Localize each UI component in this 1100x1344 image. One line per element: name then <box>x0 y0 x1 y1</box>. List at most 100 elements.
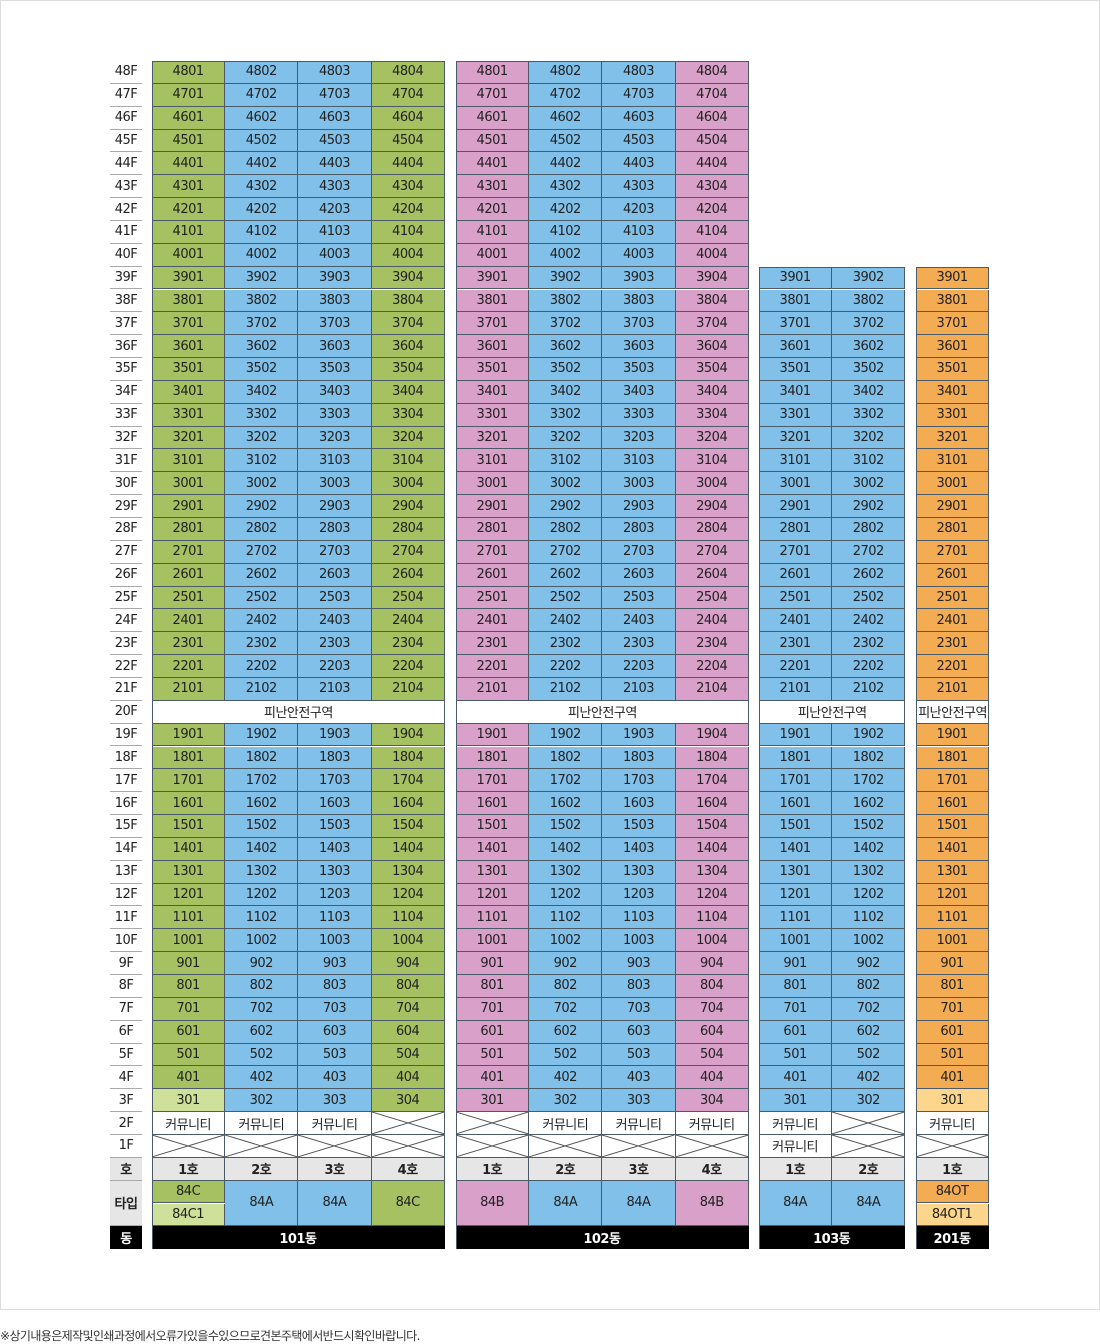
unit-cell: 3802 <box>225 289 299 313</box>
unit-cell: 3004 <box>371 472 445 496</box>
unit-cell: 1902 <box>832 723 906 747</box>
unit-cell: 1404 <box>675 837 749 861</box>
unit-cell: 1104 <box>675 906 749 930</box>
unit-cell: 801 <box>456 975 530 998</box>
community-cell: 커뮤니티 <box>152 1112 226 1135</box>
unit-cell: 1301 <box>916 860 990 884</box>
floor-label: 16F <box>110 792 142 816</box>
unit-cell: 1004 <box>371 929 445 953</box>
unit-cell: 1204 <box>371 883 445 907</box>
unit-cell: 2104 <box>675 677 749 701</box>
unit-cell: 801 <box>916 975 990 998</box>
unit-cell: 403 <box>298 1066 372 1090</box>
unit-cell: 1102 <box>529 906 603 930</box>
unit-cell: 3304 <box>675 403 749 427</box>
unit-cell: 401 <box>759 1066 833 1090</box>
unit-cell: 904 <box>371 952 445 975</box>
floor-label: 8F <box>110 975 142 998</box>
unit-cell: 4703 <box>298 83 372 107</box>
blocked-cell <box>916 1134 990 1158</box>
unit-cell: 3503 <box>602 358 676 381</box>
unit-cell: 3604 <box>675 335 749 359</box>
building-header: 동 <box>110 1226 142 1250</box>
unit-type: 84A <box>529 1180 603 1227</box>
unit-cell: 1202 <box>225 883 299 907</box>
unit-cell: 3102 <box>529 449 603 473</box>
unit-cell: 1401 <box>456 837 530 861</box>
unit-cell: 502 <box>832 1043 906 1067</box>
floor-label: 15F <box>110 815 142 838</box>
unit-cell: 702 <box>832 997 906 1021</box>
unit-cell: 3001 <box>759 472 833 496</box>
floor-label: 19F <box>110 723 142 747</box>
unit-cell: 3501 <box>759 358 833 381</box>
unit-cell: 2501 <box>152 586 226 610</box>
unit-cell: 4203 <box>298 198 372 221</box>
unit-cell: 3702 <box>832 312 906 336</box>
unit-cell: 3401 <box>456 380 530 404</box>
unit-cell: 3402 <box>529 380 603 404</box>
unit-cell: 3302 <box>225 403 299 427</box>
floor-label: 27F <box>110 540 142 564</box>
unit-cell: 803 <box>602 975 676 998</box>
unit-cell: 4402 <box>225 152 299 176</box>
unit-cell: 3003 <box>602 472 676 496</box>
unit-cell: 3201 <box>759 426 833 450</box>
unit-cell: 504 <box>675 1043 749 1067</box>
unit-cell: 3503 <box>298 358 372 381</box>
unit-cell: 1402 <box>529 837 603 861</box>
blocked-cell <box>675 1134 749 1158</box>
unit-cell: 4603 <box>602 106 676 130</box>
unit-cell: 1402 <box>832 837 906 861</box>
unit-cell: 3802 <box>529 289 603 313</box>
unit-cell: 2504 <box>675 586 749 610</box>
unit-cell: 301 <box>759 1089 833 1113</box>
unit-cell: 3602 <box>225 335 299 359</box>
unit-cell: 2203 <box>298 655 372 678</box>
unit-cell: 4001 <box>456 243 530 267</box>
blocked-cell <box>602 1134 676 1158</box>
unit-cell: 1102 <box>832 906 906 930</box>
unit-cell: 1401 <box>916 837 990 861</box>
floor-label: 44F <box>110 152 142 176</box>
floor-label: 47F <box>110 83 142 107</box>
unit-cell: 1902 <box>529 723 603 747</box>
unit-cell: 303 <box>298 1089 372 1113</box>
blocked-cell <box>225 1134 299 1158</box>
blocked-cell <box>298 1134 372 1158</box>
unit-cell: 304 <box>675 1089 749 1113</box>
cross-icon <box>456 1135 528 1157</box>
unit-cell: 4104 <box>371 220 445 244</box>
unit-cell: 1502 <box>529 815 603 838</box>
unit-cell: 2301 <box>916 632 990 656</box>
unit-cell: 2601 <box>152 563 226 587</box>
unit-cell: 603 <box>298 1020 372 1044</box>
unit-cell: 3102 <box>225 449 299 473</box>
unit-cell: 3104 <box>371 449 445 473</box>
unit-cell: 4302 <box>225 175 299 199</box>
unit-cell: 2101 <box>916 677 990 701</box>
unit-cell: 1104 <box>371 906 445 930</box>
unit-cell: 1201 <box>916 883 990 907</box>
unit-header: 호 <box>110 1157 142 1181</box>
unit-cell: 501 <box>916 1043 990 1067</box>
unit-cell: 3301 <box>916 403 990 427</box>
unit-cell: 901 <box>916 952 990 975</box>
unit-cell: 503 <box>298 1043 372 1067</box>
unit-cell: 1403 <box>602 837 676 861</box>
unit-cell: 4103 <box>602 220 676 244</box>
unit-cell: 3504 <box>675 358 749 381</box>
unit-cell: 4404 <box>371 152 445 176</box>
unit-cell: 3604 <box>371 335 445 359</box>
unit-cell: 2404 <box>371 609 445 633</box>
unit-cell: 3701 <box>152 312 226 336</box>
unit-cell: 4701 <box>456 83 530 107</box>
unit-cell: 2603 <box>298 563 372 587</box>
cross-icon <box>152 1135 224 1157</box>
unit-cell: 602 <box>529 1020 603 1044</box>
unit-cell: 2902 <box>832 495 906 518</box>
unit-cell: 1903 <box>298 723 372 747</box>
unit-cell: 3902 <box>832 266 906 290</box>
unit-cell: 3201 <box>152 426 226 450</box>
unit-cell: 903 <box>602 952 676 975</box>
